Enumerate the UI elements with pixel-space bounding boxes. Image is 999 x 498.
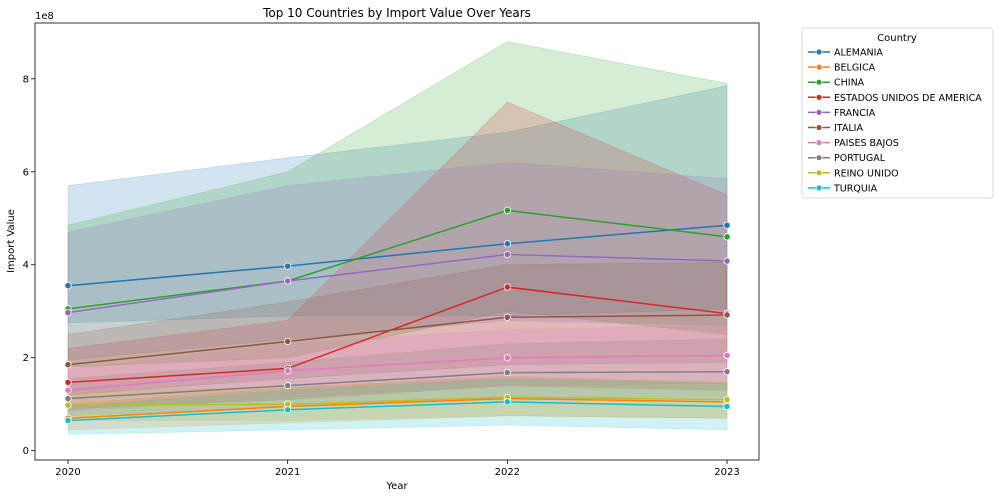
data-point-7-0 <box>64 395 72 403</box>
ci-band-4 <box>67 162 728 361</box>
data-point-5-2 <box>503 313 511 321</box>
x-axis-title: Year <box>385 481 408 492</box>
ci-band-0 <box>67 85 728 324</box>
data-point-6-1 <box>284 367 292 375</box>
legend-entry-2: CHINA <box>834 78 865 89</box>
data-point-0-3 <box>723 221 731 229</box>
data-point-9-1 <box>284 406 292 414</box>
data-point-4-0 <box>64 309 72 317</box>
data-point-9-0 <box>64 416 72 425</box>
legend-entry-6: PAISES BAJOS <box>834 138 899 149</box>
data-point-6-3 <box>723 351 731 359</box>
series-line-8 <box>67 396 728 406</box>
data-point-0-0 <box>64 282 72 290</box>
data-point-0-2 <box>503 240 511 248</box>
legend-entry-0: ALEMANIA <box>834 48 883 59</box>
series-line-3 <box>67 286 728 384</box>
legend-entry-5: ITALIA <box>834 123 863 134</box>
chart-title: Top 10 Countries by Import Value Over Ye… <box>262 6 531 20</box>
legend-title: Country <box>877 33 917 44</box>
plot-frame <box>34 22 760 461</box>
series-line-1 <box>67 397 728 419</box>
series-line-2 <box>67 209 728 310</box>
y-tick-label-4: 8 <box>23 74 29 85</box>
ci-band-6 <box>67 324 728 412</box>
legend-entry-3: ESTADOS UNIDOS DE AMERICA <box>834 93 982 104</box>
legend-frame <box>801 27 994 199</box>
data-point-6-2 <box>503 354 511 362</box>
x-tick-label-2: 2022 <box>495 467 520 478</box>
legend-marker-8 <box>815 169 823 177</box>
legend-entry-1: BELGICA <box>834 63 876 74</box>
data-point-4-2 <box>503 250 511 259</box>
data-point-5-3 <box>723 311 731 319</box>
data-point-7-2 <box>503 368 511 377</box>
x-tick-label-3: 2023 <box>714 467 739 478</box>
series-line-9 <box>67 401 728 422</box>
series-line-5 <box>67 314 728 366</box>
x-tick-label-1: 2021 <box>275 467 300 478</box>
legend-marker-6 <box>815 139 823 147</box>
legend-marker-3 <box>815 93 823 101</box>
series-line-7 <box>67 370 728 400</box>
legend-entry-7: PORTUGAL <box>834 153 886 164</box>
legend-marker-5 <box>815 124 823 131</box>
data-point-4-1 <box>284 277 292 285</box>
y-scale-label: 1e8 <box>35 11 54 22</box>
y-tick-label-2: 4 <box>23 260 29 271</box>
data-point-8-0 <box>64 401 72 409</box>
data-point-3-0 <box>64 378 72 386</box>
data-point-0-1 <box>284 262 292 270</box>
data-point-4-3 <box>723 257 731 265</box>
legend-marker-2 <box>815 78 823 86</box>
legend-marker-4 <box>815 109 823 116</box>
legend-marker-0 <box>815 48 823 56</box>
series-line-6 <box>67 354 728 392</box>
axes: 2020 2021 2022 2023 0 2 4 6 8 <box>23 74 740 478</box>
series-line-0 <box>67 224 728 287</box>
data-point-9-2 <box>503 398 511 406</box>
legend-marker-9 <box>815 184 823 192</box>
data-point-9-3 <box>723 402 731 411</box>
data-point-8-3 <box>723 395 731 404</box>
y-axis-title: Import Value <box>6 209 17 273</box>
data-point-6-0 <box>64 386 72 394</box>
plot-area <box>64 41 731 435</box>
legend-marker-7 <box>815 154 823 162</box>
data-point-5-0 <box>64 361 72 369</box>
ci-band-2 <box>67 41 728 368</box>
data-point-7-3 <box>723 368 731 376</box>
data-point-5-1 <box>284 337 292 346</box>
x-tick-label-0: 2020 <box>55 467 80 478</box>
data-point-3-2 <box>503 283 511 291</box>
data-point-2-2 <box>503 206 511 214</box>
legend-marker-1 <box>815 63 823 71</box>
data-point-7-1 <box>284 382 292 390</box>
y-tick-label-1: 2 <box>23 353 29 364</box>
y-tick-label-3: 6 <box>23 167 29 178</box>
series-line-4 <box>67 253 728 314</box>
y-tick-label-0: 0 <box>23 446 29 457</box>
data-point-2-3 <box>723 233 731 241</box>
legend-entry-4: FRANCIA <box>834 108 876 119</box>
legend: Country ALEMANIA BELGICA CHINA ESTADOS UNID… <box>801 27 994 199</box>
legend-entry-8: REINO UNIDO <box>834 168 899 179</box>
legend-entry-9: TURQUIA <box>833 183 878 194</box>
